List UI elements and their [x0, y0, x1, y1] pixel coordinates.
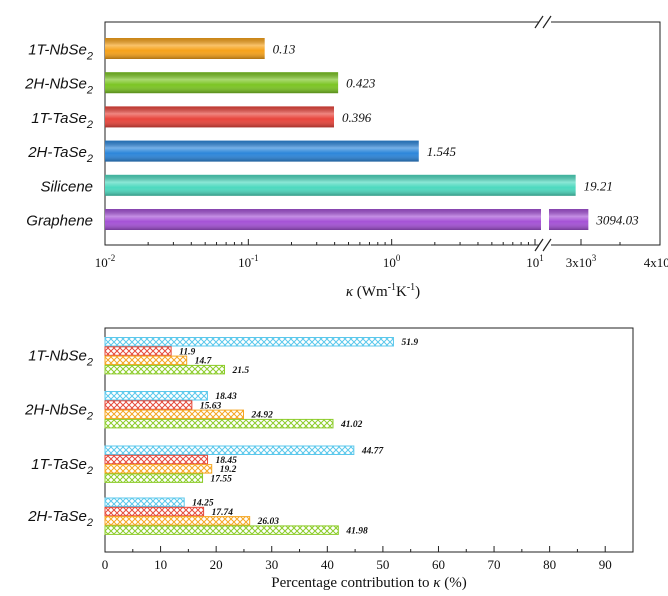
bar-1t-nbse2-series-1 [104, 337, 394, 347]
bar-2h-tase2-series-1 [104, 497, 185, 507]
plot-frame [104, 21, 661, 246]
bar-shading [105, 209, 541, 230]
axis-break-mark [542, 15, 552, 29]
bar-1t-nbse2-series-4 [104, 364, 225, 375]
bar-1t-tase2-series-1 [104, 445, 355, 455]
value-label: 24.92 [251, 411, 274, 421]
bar-shading [105, 140, 419, 162]
value-label: 3094.03 [595, 213, 639, 228]
x-tick-label: 101 [526, 253, 544, 270]
bar-2h-tase2-series-3 [104, 516, 251, 526]
thermal-conductivity-bar-chart: 1T-NbSe2 0.13 2H-NbSe2 0.423 1T-TaSe2 0.396 2H… [24, 15, 668, 300]
bar-shading [549, 209, 589, 230]
x-tick-label: 100 [383, 253, 401, 270]
value-label: 1.545 [427, 144, 457, 159]
value-label: 44.77 [361, 447, 385, 457]
x-tick-label: 10-2 [95, 253, 116, 270]
category-label-2h-tase2: 2H-TaSe2 [27, 144, 93, 165]
bar-1t-tase2-series-3 [104, 464, 213, 474]
x-tick-label: 3x103 [566, 253, 597, 270]
value-label: 11.9 [179, 347, 195, 357]
bar-shading [105, 174, 576, 196]
category-label-2h-nbse2: 2H-NbSe2 [24, 76, 93, 97]
bar-shading [105, 106, 335, 128]
x-tick-label: 20 [210, 557, 223, 572]
value-label: 41.98 [345, 526, 368, 536]
x-tick-label: 30 [265, 557, 278, 572]
value-label: 14.7 [195, 357, 213, 367]
x-tick-label: 10-1 [238, 253, 258, 270]
percentage-contribution-bar-chart: 1T-NbSe2 51.9 11.914.7 21.5 2H-NbSe2 18.4315.… [24, 327, 634, 591]
x-tick-label: 40 [321, 557, 334, 572]
x-tick-label: 80 [543, 557, 556, 572]
bar-1t-tase2-series-4 [104, 473, 204, 483]
bar-2h-nbse2-series-4 [104, 418, 334, 429]
value-label: 26.03 [257, 517, 280, 527]
axis-break-mark [534, 15, 544, 29]
value-label: 0.423 [346, 76, 376, 91]
axis-break-gap [539, 239, 551, 251]
axis-break-mark [542, 238, 552, 252]
category-label-graphene: Graphene [26, 213, 93, 230]
bar-1t-tase2-series-2 [104, 454, 209, 465]
bar-shading [105, 72, 339, 94]
value-label: 0.13 [273, 42, 296, 57]
bar-2h-tase2-series-2 [104, 506, 205, 517]
category-label-1t-nbse2: 1T-NbSe2 [28, 348, 93, 369]
x-tick-label: 50 [376, 557, 389, 572]
value-label: 0.396 [342, 110, 372, 125]
x-tick-label: 4x103 [644, 253, 668, 270]
bar-2h-nbse2-series-3 [104, 409, 245, 420]
category-label-1t-nbse2: 1T-NbSe2 [28, 42, 93, 63]
value-label: 17.55 [211, 474, 233, 484]
value-label: 14.25 [192, 499, 214, 509]
category-label-1t-tase2: 1T-TaSe2 [31, 456, 93, 477]
value-label: 21.5 [231, 366, 249, 376]
bar-shading [105, 38, 265, 59]
bar-1t-nbse2-series-3 [104, 355, 188, 366]
category-label-silicene: Silicene [40, 178, 93, 195]
x-tick-label: 60 [432, 557, 445, 572]
x-tick-label: 70 [488, 557, 501, 572]
bar-1t-nbse2-series-2 [104, 346, 172, 356]
x-tick-label: 10 [154, 557, 167, 572]
bar-2h-tase2-series-4 [104, 525, 339, 535]
axis-break-mark [534, 238, 544, 252]
x-tick-label: 90 [599, 557, 612, 572]
value-label: 18.43 [215, 392, 237, 402]
plot-frame [104, 327, 634, 553]
bar-2h-nbse2-series-2 [104, 400, 193, 410]
x-axis-title: Percentage contribution to κ (%) [271, 575, 467, 591]
category-label-1t-tase2: 1T-TaSe2 [31, 110, 93, 131]
category-label-2h-nbse2: 2H-NbSe2 [24, 402, 93, 423]
value-label: 41.02 [340, 420, 363, 430]
value-label: 15.63 [200, 401, 222, 411]
category-label-2h-tase2: 2H-TaSe2 [27, 508, 93, 529]
value-label: 51.9 [401, 338, 418, 348]
value-label: 18.45 [216, 456, 238, 466]
bar-2h-nbse2-series-1 [104, 391, 208, 401]
value-label: 19.21 [584, 178, 613, 193]
axis-break-gap [539, 16, 551, 28]
value-label: 19.2 [220, 465, 237, 475]
x-axis-title: κ (Wm-1K-1) [346, 282, 420, 300]
x-tick-label: 0 [102, 557, 109, 572]
value-label: 17.74 [212, 508, 234, 518]
